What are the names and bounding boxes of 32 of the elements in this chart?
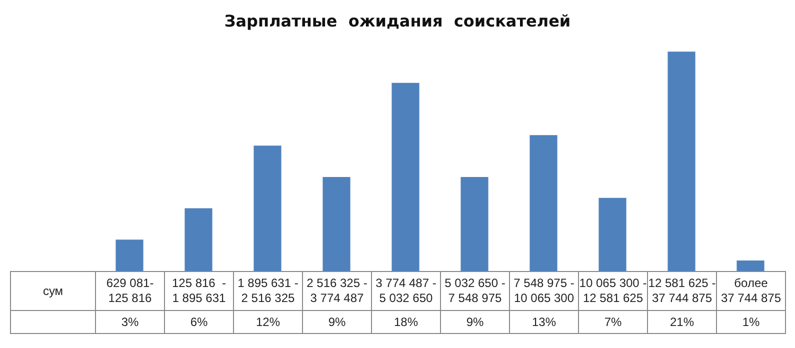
bar [530, 135, 558, 271]
x-axis-title: сум [10, 272, 96, 310]
x-tick-label: 10 065 300 - 12 581 625 [578, 272, 648, 310]
bar [392, 82, 420, 271]
bar [254, 146, 282, 271]
bar [460, 176, 488, 271]
bar [598, 198, 626, 271]
chart-title: Зарплатные ожидания соискателей [224, 12, 571, 30]
data-label: 21% [648, 310, 716, 334]
bar [736, 260, 764, 271]
x-tick-label: 7 548 975 - 10 065 300 [510, 272, 578, 310]
data-label: 1% [716, 310, 786, 334]
x-tick-label: 5 032 650 - 7 548 975 [440, 272, 510, 310]
data-label: 6% [164, 310, 234, 334]
data-label: 7% [578, 310, 648, 334]
data-label: 9% [440, 310, 510, 334]
bar [668, 52, 696, 271]
x-tick-label: 1 895 631 - 2 516 325 [234, 272, 302, 310]
x-tick-label: более 37 744 875 [716, 272, 786, 310]
x-tick-label: 2 516 325 - 3 774 487 [302, 272, 372, 310]
bar [184, 208, 212, 271]
x-tick-label: 629 081- 125 816 [96, 272, 164, 310]
bar [116, 240, 144, 271]
x-tick-label: 125 816 - 1 895 631 [164, 272, 234, 310]
bar [322, 176, 350, 271]
data-label: 12% [234, 310, 302, 334]
x-tick-label: 12 581 625 - 37 744 875 [648, 272, 716, 310]
data-label: 3% [96, 310, 164, 334]
data-label: 13% [510, 310, 578, 334]
data-label: 9% [302, 310, 372, 334]
data-label: 18% [372, 310, 440, 334]
x-tick-label: 3 774 487 - 5 032 650 [372, 272, 440, 310]
